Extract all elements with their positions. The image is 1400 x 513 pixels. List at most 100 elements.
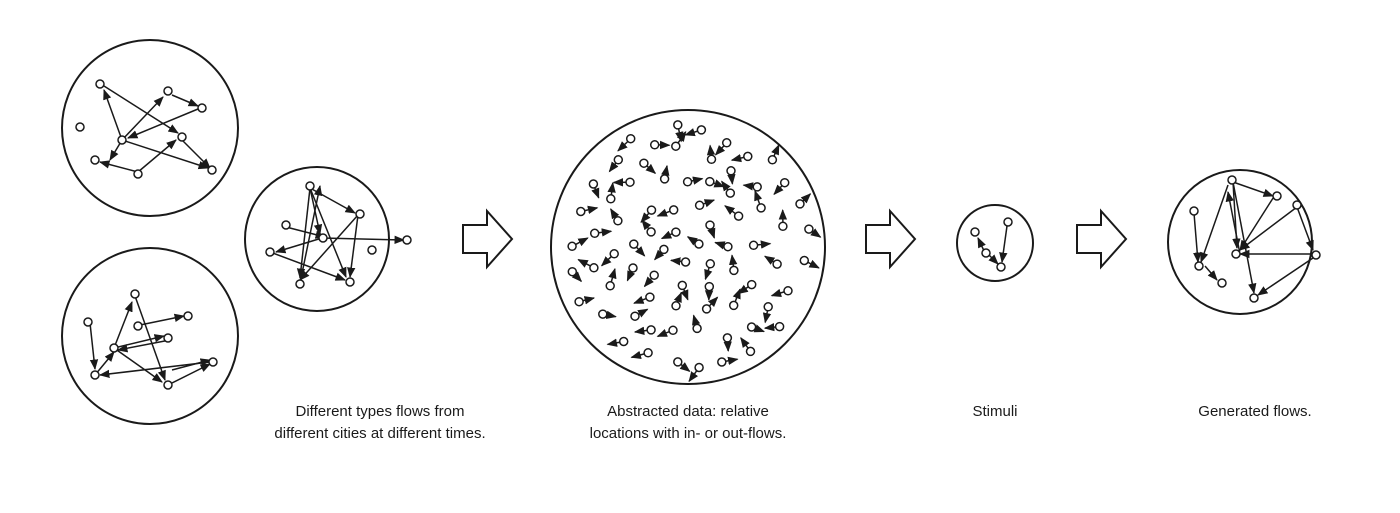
flow-arrow: [762, 310, 772, 324]
process-arrow-2: [865, 208, 917, 270]
flow-node: [628, 263, 638, 273]
flow-arrow: [688, 370, 699, 383]
flow-node: [682, 177, 693, 187]
flow-arrow: [724, 205, 736, 215]
flow-arrow: [773, 184, 784, 196]
flow-node: [673, 357, 683, 367]
flow-node: [589, 228, 600, 239]
flow-arrow: [577, 258, 591, 268]
flow-arrow: [707, 227, 716, 239]
flow-arrow: [742, 182, 754, 191]
flow-arrow: [607, 181, 616, 195]
flow-node: [567, 241, 577, 252]
source-city-2-network: [61, 247, 239, 425]
flow-arrow: [575, 237, 589, 247]
caption-source-flows: Different types flows from different cit…: [240, 401, 520, 445]
abstracted-data-boundary: [550, 109, 826, 385]
flow-arrow: [732, 288, 741, 302]
flow-node: [763, 302, 773, 312]
flow-node: [673, 120, 683, 130]
caption-abstracted-data-line2: locations with in- or out-flows.: [589, 425, 787, 442]
flow-arrow: [757, 240, 772, 249]
flow-node: [696, 125, 707, 135]
flow-node: [743, 151, 753, 162]
flow-node: [728, 300, 739, 311]
flow-node: [746, 279, 757, 290]
flow-node: [671, 301, 681, 311]
flow-arrow: [730, 153, 745, 163]
flow-node: [629, 239, 639, 249]
flow-node: [646, 227, 656, 237]
flow-node: [668, 325, 678, 336]
flow-node: [692, 323, 702, 334]
flow-arrow: [754, 190, 763, 205]
flow-arrow: [675, 128, 684, 143]
flow-node: [756, 203, 766, 213]
flow-node: [574, 296, 584, 307]
flow-node: [804, 224, 814, 234]
caption-abstracted-data-line1: Abstracted data: relative: [607, 403, 769, 420]
flow-node: [694, 200, 705, 211]
flow-arrow: [582, 296, 596, 305]
flow-arrow: [600, 256, 612, 267]
flow-arrow: [626, 270, 636, 282]
flow-node: [704, 281, 715, 292]
source-city-1-flows: [98, 85, 211, 173]
flow-arrow: [707, 296, 719, 308]
flow-arrow: [763, 322, 776, 332]
flow-node: [721, 138, 732, 148]
flow-node: [779, 177, 790, 188]
source-city-2-boundary: [61, 247, 239, 425]
flow-node: [799, 255, 810, 266]
flow-arrow: [723, 341, 732, 353]
caption-stimuli-line1: Stimuli: [972, 403, 1018, 420]
flow-arrow: [810, 228, 822, 238]
source-city-2-flows: [89, 295, 212, 386]
caption-source-flows-line2: different cities at different times.: [274, 425, 486, 442]
flow-node: [646, 325, 656, 335]
source-city-2-nodes: [83, 289, 218, 390]
flow-node: [705, 259, 716, 269]
flow-arrow: [729, 254, 738, 267]
caption-generated-flows: Generated flows.: [1170, 401, 1340, 423]
flow-arrow: [584, 205, 599, 214]
flow-arrow: [704, 267, 713, 281]
flow-node: [625, 133, 636, 144]
stimuli-boundary: [956, 204, 1034, 282]
abstracted-data-pool: [550, 109, 826, 385]
flow-arrow: [643, 276, 654, 288]
flow-node: [649, 140, 660, 150]
flow-arrow: [591, 187, 600, 199]
flow-arrow: [680, 288, 689, 301]
flow-node: [598, 309, 608, 319]
flow-arrow: [633, 295, 647, 304]
flow-node: [729, 265, 739, 276]
flow-node: [746, 322, 757, 332]
flow-node: [706, 154, 717, 165]
flow-node: [605, 281, 615, 291]
caption-stimuli: Stimuli: [945, 401, 1045, 423]
flow-node: [630, 311, 640, 321]
flow-node: [722, 333, 733, 343]
flow-node: [733, 211, 744, 221]
flow-arrow: [606, 338, 620, 347]
flow-node: [677, 280, 688, 291]
flow-arrow: [753, 324, 765, 333]
flow-node: [639, 158, 649, 168]
flow-arrow: [725, 356, 739, 365]
flow-node: [671, 227, 681, 237]
flow-node: [723, 241, 733, 252]
source-city-3-nodes: [265, 181, 412, 289]
flow-node: [589, 263, 599, 273]
flow-node: [745, 346, 756, 357]
flow-node: [767, 155, 778, 165]
caption-abstracted-data: Abstracted data: relative locations with…: [558, 401, 818, 445]
generated-boundary: [1167, 169, 1313, 315]
flow-arrow: [660, 230, 673, 240]
flow-arrow: [679, 362, 691, 372]
flow-node: [613, 216, 623, 226]
flow-arrow: [598, 228, 613, 237]
source-city-3-flows: [269, 184, 406, 284]
flow-node: [705, 220, 715, 230]
